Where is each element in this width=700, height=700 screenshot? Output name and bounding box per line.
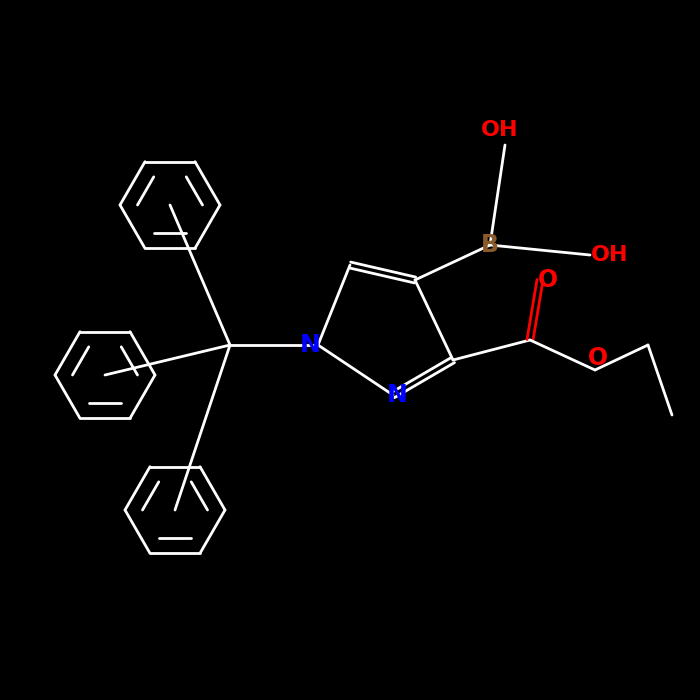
Text: O: O [538,268,558,292]
Text: OH: OH [592,245,629,265]
Text: OH: OH [482,120,519,140]
Text: N: N [300,333,321,357]
Text: N: N [386,383,407,407]
Text: O: O [588,346,608,370]
Text: B: B [481,233,499,257]
